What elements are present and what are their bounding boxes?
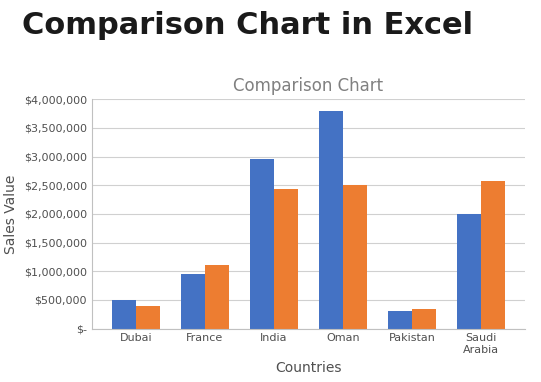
- Bar: [205, 265, 229, 329]
- Text: Comparison Chart in Excel: Comparison Chart in Excel: [22, 11, 473, 40]
- Bar: [412, 309, 436, 329]
- Bar: [388, 311, 412, 329]
- Bar: [136, 306, 160, 329]
- Title: Comparison Chart: Comparison Chart: [233, 77, 384, 95]
- X-axis label: Countries: Countries: [275, 361, 341, 374]
- Bar: [319, 111, 343, 329]
- Bar: [274, 189, 298, 329]
- Bar: [250, 160, 274, 329]
- Bar: [457, 214, 481, 329]
- Bar: [111, 300, 136, 329]
- Bar: [343, 185, 367, 329]
- Y-axis label: Sales Value: Sales Value: [4, 174, 18, 254]
- Bar: [181, 274, 205, 329]
- Bar: [481, 181, 505, 329]
